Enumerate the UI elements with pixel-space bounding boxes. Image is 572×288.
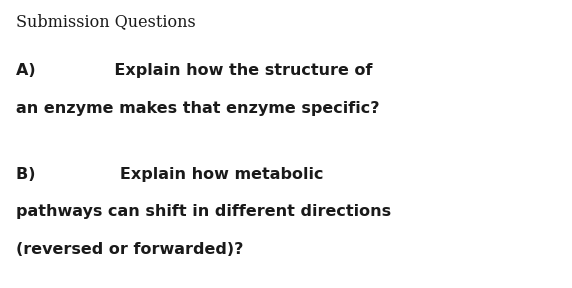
- Text: B)               Explain how metabolic: B) Explain how metabolic: [16, 167, 324, 182]
- Text: (reversed or forwarded)?: (reversed or forwarded)?: [16, 242, 244, 257]
- Text: Submission Questions: Submission Questions: [16, 13, 196, 30]
- Text: an enzyme makes that enzyme specific?: an enzyme makes that enzyme specific?: [16, 101, 379, 116]
- Text: pathways can shift in different directions: pathways can shift in different directio…: [16, 204, 391, 219]
- Text: A)              Explain how the structure of: A) Explain how the structure of: [16, 63, 372, 78]
